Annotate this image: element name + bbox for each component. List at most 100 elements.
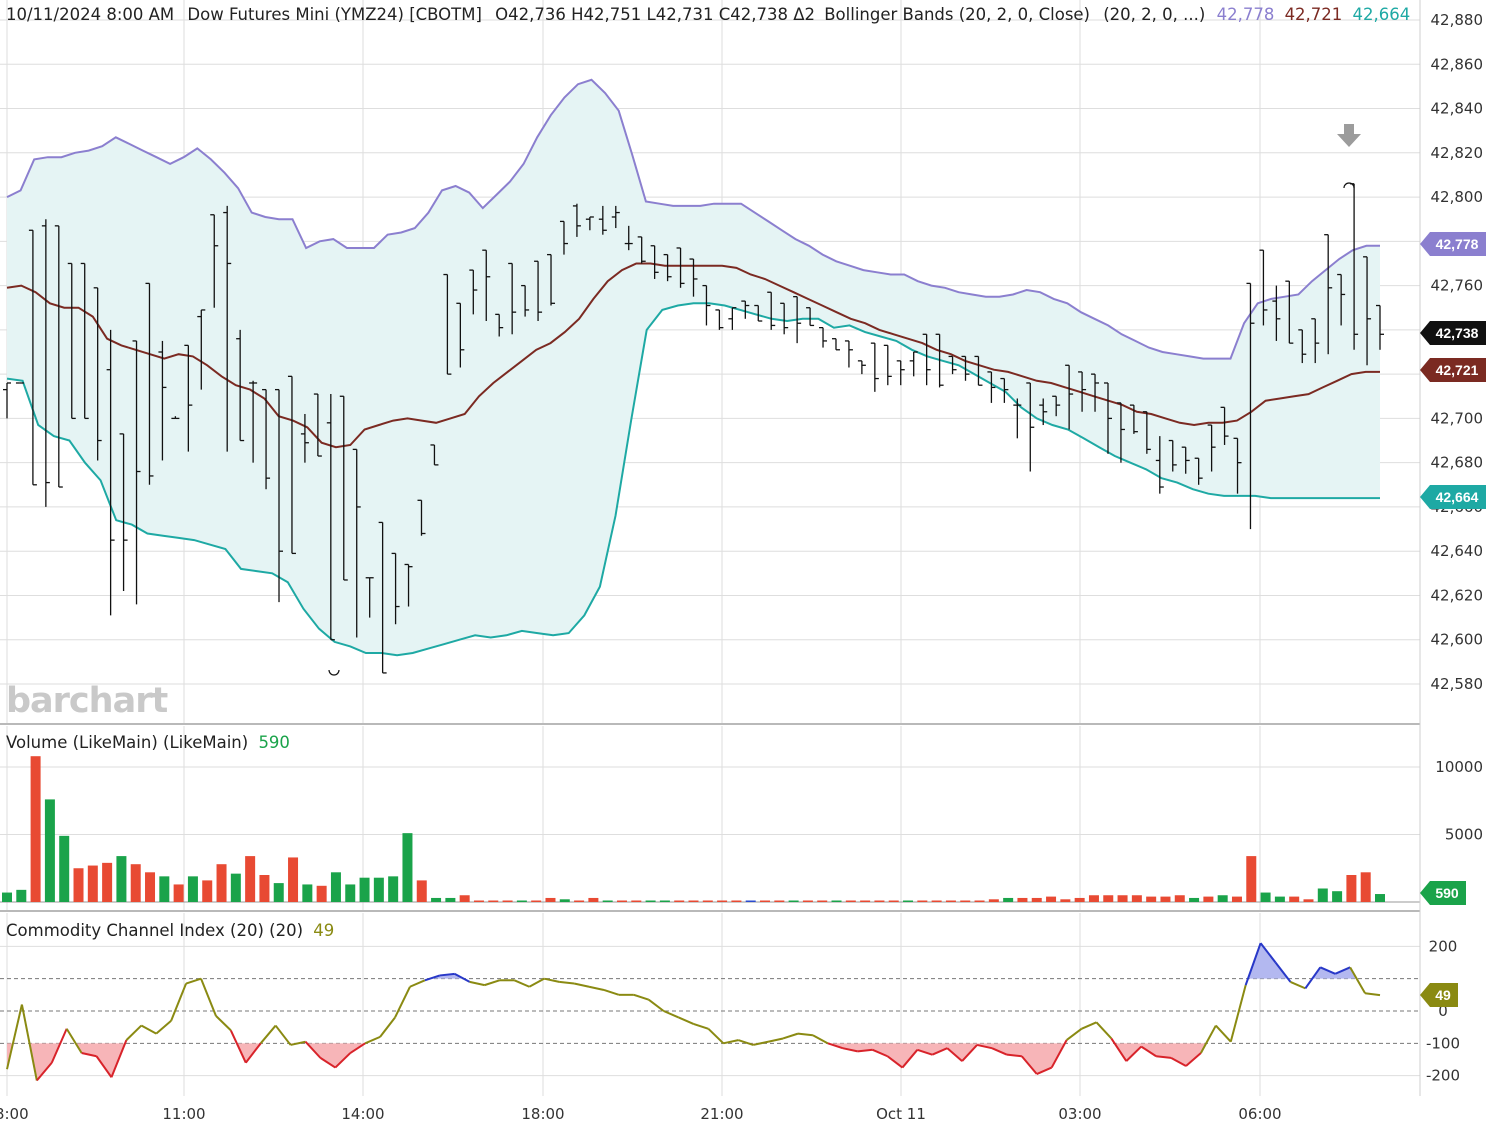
cci-segment — [544, 977, 560, 983]
volume-bar — [73, 868, 84, 902]
volume-bar — [173, 884, 184, 902]
badge-mid: 42,721 — [1420, 358, 1486, 382]
volume-bar — [30, 756, 41, 902]
ohlc-bar — [430, 444, 439, 466]
cci-segment — [1259, 942, 1277, 964]
ohlc-bar — [1363, 256, 1372, 366]
ohlc-bar — [1065, 364, 1074, 430]
volume-bar — [1303, 899, 1314, 902]
volume-bar — [802, 900, 813, 902]
volume-bar — [373, 877, 384, 902]
cci-segment — [842, 1047, 858, 1053]
cci-segment — [229, 1029, 247, 1064]
cci-segment — [484, 979, 500, 987]
ohlc-bar — [754, 304, 763, 322]
ohlc-bar — [378, 521, 387, 674]
ohlc-bar — [1103, 382, 1112, 454]
ohlc-bar — [780, 302, 789, 335]
volume-bar — [59, 835, 70, 902]
volume-bar — [1375, 894, 1385, 902]
time-tick-label: 21:00 — [700, 1105, 743, 1123]
ohlc-bar — [275, 388, 284, 603]
volume-bar — [917, 900, 928, 902]
volume-bar — [1046, 896, 1057, 902]
volume-bar — [574, 900, 585, 902]
price-tick-label: 42,820 — [1431, 144, 1484, 162]
ohlc-bar — [417, 499, 426, 536]
volume-bar — [345, 884, 356, 902]
cci-segment — [1349, 966, 1366, 994]
ohlc-bar — [365, 577, 374, 618]
cci-segment — [334, 1052, 351, 1069]
price-tick-label: 42,860 — [1431, 55, 1484, 73]
cci-segment — [782, 1032, 799, 1040]
volume-bar — [717, 900, 728, 902]
ohlc-bar — [352, 448, 361, 638]
cci-segment — [1364, 992, 1381, 997]
cci-segment — [1304, 966, 1322, 989]
ohlc-bar — [547, 253, 556, 306]
ohlc-bar — [28, 229, 37, 486]
cci-segment — [379, 1016, 396, 1038]
ohlc-bar — [300, 413, 309, 463]
header-date: 10/11/2024 8:00 AM — [6, 5, 174, 24]
ohlc-bar — [611, 205, 620, 229]
cci-segment — [1156, 1055, 1172, 1059]
cci-segment — [946, 1047, 963, 1062]
volume-bar — [259, 875, 270, 902]
ohlc-bar — [482, 249, 491, 322]
cci-segment — [349, 1042, 366, 1054]
cci-segment — [81, 1052, 97, 1058]
cci-segment — [50, 1028, 68, 1064]
cci-segment — [1290, 980, 1306, 990]
ohlc-bar — [961, 355, 970, 381]
volume-bar — [1317, 888, 1328, 902]
cci-segment — [364, 1035, 381, 1045]
volume-bar — [402, 833, 413, 902]
cci-title-value: 49 — [313, 921, 334, 940]
cci-segment — [110, 1039, 128, 1078]
ohlc-bar — [80, 262, 89, 420]
badge-upper: 42,778 — [1420, 232, 1486, 256]
price-tick-label: 42,700 — [1431, 409, 1484, 427]
cci-segment — [1050, 1039, 1068, 1069]
ohlc-bar — [948, 355, 957, 375]
arrow-down-icon[interactable] — [1337, 124, 1361, 147]
ohlc-bar — [935, 333, 944, 388]
cci-oversold-fill — [306, 1043, 366, 1068]
volume-bar — [388, 876, 399, 902]
ohlc-bar — [197, 309, 206, 390]
ohlc-bar — [1142, 411, 1151, 454]
volume-bar — [1203, 896, 1214, 902]
cci-segment — [693, 1022, 709, 1030]
volume-bar — [903, 900, 914, 902]
time-axis: 08:00 11:00 14:00 18:00 21:00 Oct 11 03:00 06:0… — [0, 1105, 1282, 1123]
cci-segment — [1200, 1025, 1217, 1054]
volume-bar — [1360, 872, 1371, 902]
ohlc-bar — [1000, 377, 1009, 403]
ohlc-bar — [456, 302, 465, 368]
cci-segment — [976, 1043, 993, 1050]
cci-oversold-fill — [29, 1043, 61, 1081]
time-tick-label: 06:00 — [1238, 1105, 1281, 1123]
badge-upper-text: 42,778 — [1436, 236, 1479, 252]
cci-segment — [901, 1049, 919, 1069]
ohlc-bar — [819, 327, 828, 348]
ohlc-bar — [598, 205, 607, 235]
volume-bar — [831, 900, 842, 902]
ohlc-bar — [106, 329, 115, 616]
volume-bar — [288, 857, 299, 902]
badge-cci: 49 — [1420, 983, 1458, 1007]
cci-segment — [827, 1042, 844, 1050]
cci-segment — [663, 1010, 679, 1019]
cci-segment — [1006, 1053, 1022, 1058]
volume-bar — [273, 883, 284, 902]
volume-tick-label: 10000 — [1435, 758, 1483, 776]
badge-lower: 42,664 — [1420, 485, 1486, 509]
cci-segment — [469, 980, 485, 987]
price-tick-label: 42,800 — [1431, 188, 1484, 206]
ohlc-bar — [1168, 439, 1177, 472]
cci-segment — [514, 979, 530, 988]
cci-segment — [185, 977, 202, 985]
